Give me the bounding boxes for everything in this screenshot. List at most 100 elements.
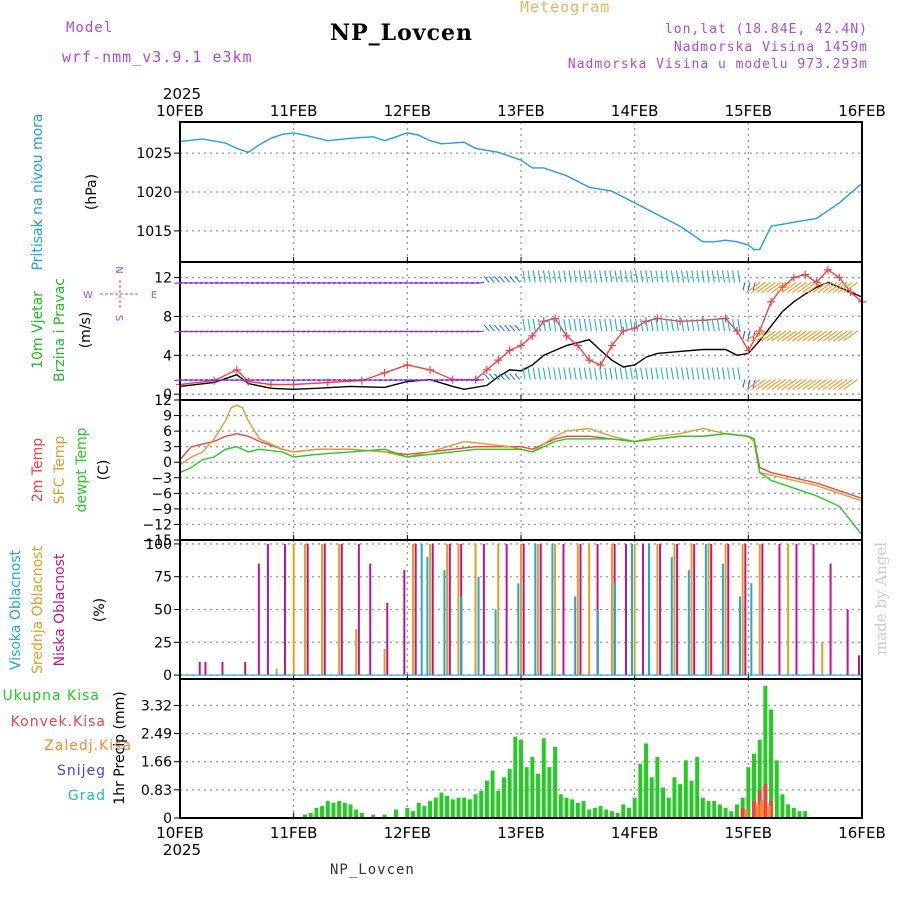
clouds-bar-srednja-oblacnost	[304, 543, 307, 676]
wind-barb	[332, 281, 341, 284]
wind-barb	[822, 379, 838, 391]
wind-barb	[675, 318, 679, 332]
wind-barb	[174, 330, 183, 333]
wind-barb	[686, 270, 690, 283]
wind-barb	[399, 330, 408, 333]
wind-barb	[509, 324, 516, 332]
wind-barb	[812, 379, 828, 391]
precip-bar-ukupna-kisa	[598, 806, 603, 818]
wind-barb	[465, 281, 474, 284]
wind-barb	[786, 379, 802, 391]
wind-barb	[791, 281, 807, 293]
precip-bar-ukupna-kisa	[416, 802, 421, 818]
wind-barb	[414, 379, 423, 382]
precip-bar-ukupna-kisa	[524, 767, 529, 818]
wind-barb	[573, 270, 577, 283]
wind-barb	[817, 330, 833, 342]
wind-barb	[189, 379, 198, 382]
wind-barb	[429, 379, 439, 382]
precip-bar-ukupna-kisa	[428, 801, 433, 818]
temperature-line-dewpt-temp	[179, 432, 863, 536]
wind-barb	[522, 367, 526, 380]
wind-barb	[716, 367, 720, 380]
wind-barb	[184, 379, 193, 382]
wind-barb	[445, 281, 454, 284]
wind-barb	[583, 270, 587, 283]
wind-barb	[419, 379, 428, 382]
wind-barb	[286, 379, 295, 382]
wind-ytick-label: 12	[154, 271, 172, 287]
wind-barb	[832, 379, 848, 391]
top-year-label: 2025	[163, 85, 201, 103]
wind-barb	[527, 270, 531, 283]
wind-barb	[435, 281, 444, 284]
clouds-bar-niska-oblacnost	[431, 543, 434, 676]
clouds-bar-visoka-oblacnost	[596, 609, 599, 676]
precip-legend-0: Ukupna Kisa	[2, 688, 100, 704]
wind-barb	[542, 367, 546, 380]
wind-barb	[553, 318, 557, 332]
clouds-bar-visoka-oblacnost	[574, 596, 577, 676]
wind-barb	[368, 281, 377, 284]
wind-barb	[588, 367, 593, 380]
precip-bar-ukupna-kisa	[490, 770, 495, 818]
precip-bar-ukupna-kisa	[439, 792, 444, 818]
wind-gust-marker	[676, 317, 685, 326]
wind-barb	[302, 379, 311, 382]
wind-barb	[745, 379, 761, 391]
precip-bar-ukupna-kisa	[689, 780, 694, 818]
coords-label: lon,lat (18.84E, 42.4N)	[664, 22, 868, 37]
clouds-bar-niska-oblacnost	[642, 543, 645, 676]
clouds-bar-niska-oblacnost	[505, 543, 508, 676]
wind-barb	[568, 367, 572, 380]
precip-bar-ukupna-kisa	[325, 801, 330, 818]
wind-barb	[291, 281, 300, 284]
clouds-bar-srednja-oblacnost	[707, 543, 710, 676]
wind-barb	[558, 318, 562, 332]
wind-barb	[634, 270, 639, 283]
clouds-bar-srednja-oblacnost	[520, 543, 522, 676]
wind-barb	[204, 281, 214, 284]
wind-barb	[493, 276, 500, 283]
wind-gust-marker	[494, 356, 503, 365]
wind-barb	[445, 330, 454, 333]
wind-barb	[619, 270, 623, 283]
clouds-bar-niska-oblacnost	[710, 543, 713, 676]
wind-barb	[843, 330, 858, 342]
wind-barb	[599, 367, 603, 380]
wind-barb	[542, 318, 546, 332]
wind-barb	[215, 330, 224, 333]
precip-bar-ukupna-kisa	[632, 797, 637, 818]
page-title: NP_Lovcen	[330, 20, 473, 46]
wind-barb	[343, 379, 352, 382]
wind-barb	[327, 379, 336, 382]
precip-legend-1: Konvek.Kisa	[11, 714, 106, 730]
wind-barb	[514, 276, 521, 283]
wind-barb	[483, 324, 490, 332]
wind-barb	[286, 281, 295, 284]
clouds-bar-srednja-oblacnost	[741, 543, 744, 676]
precip-bar-ukupna-kisa	[519, 740, 523, 818]
precip-unit-label: 1hr Precip (mm)	[112, 691, 128, 804]
precip-bar-ukupna-kisa	[615, 812, 620, 818]
wind-barb	[499, 276, 505, 283]
tsfc-axis-label: SFC Temp	[52, 436, 68, 505]
model-label: Model	[66, 20, 114, 36]
wind-barb	[499, 373, 505, 380]
clouds-bar-niska-oblacnost	[357, 543, 360, 676]
precip-bar-ukupna-kisa	[354, 809, 359, 818]
wind-barb	[250, 330, 260, 333]
wind-barb	[383, 281, 393, 284]
wind-barb	[629, 318, 633, 332]
wind-barb	[634, 367, 639, 380]
precip-bar-ukupna-kisa	[786, 804, 791, 818]
wind-barb	[455, 281, 464, 284]
wind-barb	[548, 318, 552, 332]
wind-barb	[509, 373, 516, 380]
wind-barb	[781, 281, 797, 293]
wind-gust-marker	[789, 273, 798, 282]
footer-station: NP_Lovcen	[330, 862, 415, 878]
wind-barb	[604, 367, 608, 380]
wind-barb	[266, 379, 275, 382]
